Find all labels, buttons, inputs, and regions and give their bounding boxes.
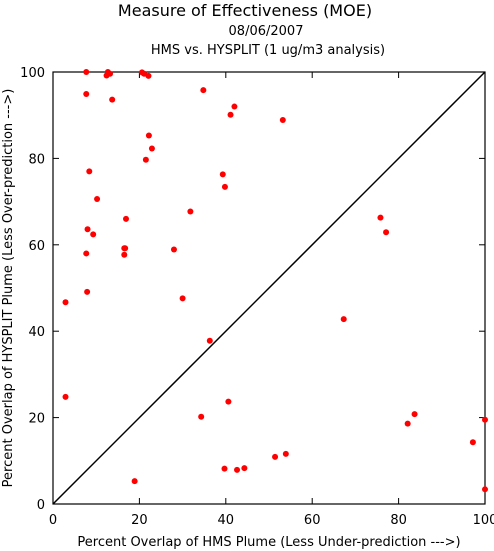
y-tick-label: 80 <box>28 152 45 167</box>
x-tick-label: 100 <box>473 513 494 528</box>
data-point <box>62 299 69 306</box>
data-point <box>84 226 91 233</box>
data-point <box>145 132 152 139</box>
data-point <box>131 478 138 485</box>
chart-subtitle-comparison: HMS vs. HYSPLIT (1 ug/m3 analysis) <box>151 43 385 58</box>
data-point <box>121 251 128 258</box>
y-tick-label: 60 <box>28 239 45 254</box>
plot-frame <box>52 71 486 505</box>
x-tick-label: 40 <box>218 513 235 528</box>
data-point <box>411 411 418 418</box>
data-point <box>231 103 238 110</box>
x-axis-ticks: 0 20 40 60 80 100 <box>49 72 494 528</box>
y-tick-label: 20 <box>28 412 45 427</box>
data-point <box>279 116 286 123</box>
data-point <box>94 196 101 203</box>
data-point <box>469 439 476 446</box>
data-point <box>241 465 248 472</box>
data-point <box>282 450 289 457</box>
x-tick-label: 0 <box>49 513 57 528</box>
data-point <box>482 416 488 423</box>
data-point <box>206 337 213 344</box>
data-point <box>122 245 129 252</box>
chart-subtitle-date: 08/06/2007 <box>229 24 304 39</box>
data-point <box>198 413 205 420</box>
x-axis-label: Percent Overlap of HMS Plume (Less Under… <box>77 535 460 550</box>
data-point <box>86 168 93 175</box>
data-point <box>83 91 90 98</box>
data-point <box>62 393 69 400</box>
data-point <box>227 111 234 118</box>
data-point <box>84 288 91 295</box>
data-point <box>340 316 347 323</box>
data-point <box>148 145 155 152</box>
data-point <box>234 466 241 473</box>
data-point <box>377 214 384 221</box>
y-tick-label: 40 <box>28 325 45 340</box>
data-point <box>109 96 116 103</box>
data-point <box>221 183 228 190</box>
data-point <box>225 398 232 405</box>
y-axis-ticks: 0 20 40 60 80 100 <box>20 66 485 513</box>
data-point <box>90 231 97 238</box>
y-axis-label: Percent Overlap of HYSPLIT Plume (Less O… <box>1 89 16 488</box>
data-point <box>170 246 177 253</box>
data-point <box>219 171 226 178</box>
data-point <box>272 453 279 460</box>
chart-title: Measure of Effectiveness (MOE) <box>118 1 372 20</box>
data-point <box>83 250 90 257</box>
data-point <box>83 69 90 75</box>
y-tick-label: 100 <box>20 66 45 81</box>
data-points <box>62 69 488 493</box>
data-point <box>221 465 228 472</box>
data-point <box>123 215 130 222</box>
y-tick-label: 0 <box>37 498 45 513</box>
data-point <box>179 295 186 302</box>
data-point <box>482 486 488 493</box>
x-tick-label: 80 <box>390 513 407 528</box>
data-point <box>383 229 390 236</box>
x-tick-label: 60 <box>304 513 321 528</box>
reference-diagonal <box>52 71 486 505</box>
data-point <box>200 87 207 94</box>
data-point <box>145 72 152 79</box>
data-point <box>187 208 194 215</box>
x-tick-label: 20 <box>131 513 148 528</box>
data-point <box>404 420 411 427</box>
data-point <box>142 156 149 163</box>
data-point <box>103 72 110 79</box>
